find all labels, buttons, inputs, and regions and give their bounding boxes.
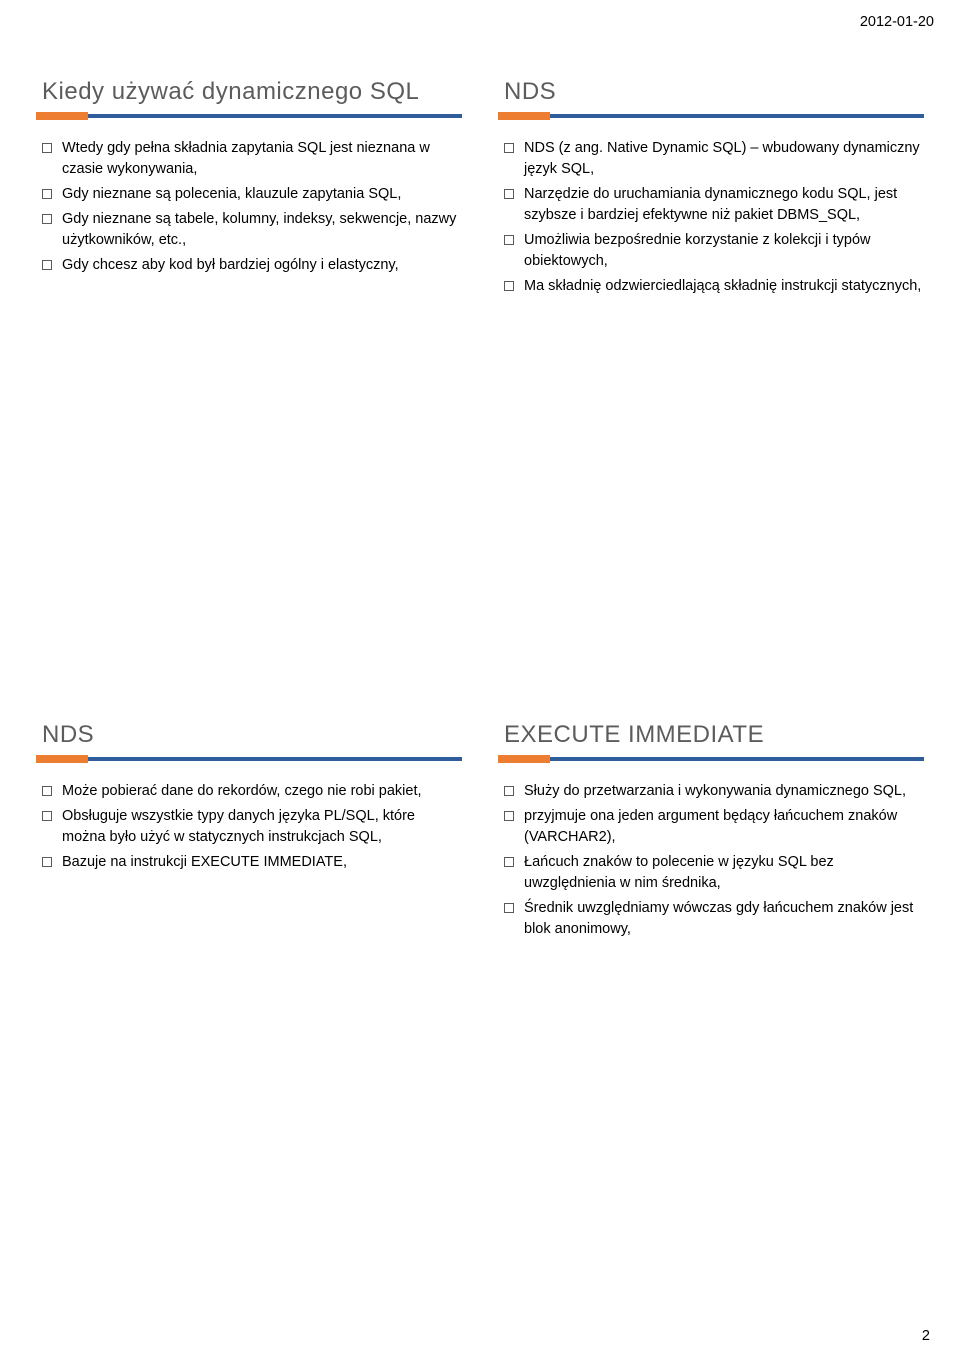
slide-4: EXECUTE IMMEDIATE Służy do przetwarzania… bbox=[498, 721, 924, 944]
slide-title: EXECUTE IMMEDIATE bbox=[498, 721, 924, 749]
title-rule bbox=[498, 112, 924, 120]
rule-orange bbox=[36, 112, 88, 120]
list-item: Bazuje na instrukcji EXECUTE IMMEDIATE, bbox=[42, 852, 462, 873]
list-item: Obsługuje wszystkie typy danych języka P… bbox=[42, 806, 462, 848]
list-item: Gdy chcesz aby kod był bardziej ogólny i… bbox=[42, 255, 462, 276]
rule-orange bbox=[498, 755, 550, 763]
list-item: NDS (z ang. Native Dynamic SQL) – wbudow… bbox=[504, 138, 924, 180]
list-item: przyjmuje ona jeden argument będący łańc… bbox=[504, 806, 924, 848]
page-number: 2 bbox=[922, 1328, 930, 1344]
list-item: Ma składnię odzwierciedlającą składnię i… bbox=[504, 276, 924, 297]
bullet-list: NDS (z ang. Native Dynamic SQL) – wbudow… bbox=[498, 138, 924, 297]
slide-3: NDS Może pobierać dane do rekordów, czeg… bbox=[36, 721, 462, 944]
title-rule bbox=[36, 755, 462, 763]
rule-blue bbox=[550, 757, 924, 761]
list-item: Narzędzie do uruchamiania dynamicznego k… bbox=[504, 184, 924, 226]
header-date: 2012-01-20 bbox=[860, 14, 934, 30]
list-item: Średnik uwzględniamy wówczas gdy łańcuch… bbox=[504, 898, 924, 940]
rule-orange bbox=[36, 755, 88, 763]
slide-title: Kiedy używać dynamicznego SQL bbox=[36, 78, 462, 106]
list-item: Gdy nieznane są tabele, kolumny, indeksy… bbox=[42, 209, 462, 251]
rule-orange bbox=[498, 112, 550, 120]
bullet-list: Może pobierać dane do rekordów, czego ni… bbox=[36, 781, 462, 873]
rule-blue bbox=[88, 114, 462, 118]
bullet-list: Wtedy gdy pełna składnia zapytania SQL j… bbox=[36, 138, 462, 276]
rule-blue bbox=[550, 114, 924, 118]
list-item: Gdy nieznane są polecenia, klauzule zapy… bbox=[42, 184, 462, 205]
list-item: Wtedy gdy pełna składnia zapytania SQL j… bbox=[42, 138, 462, 180]
list-item: Umożliwia bezpośrednie korzystanie z kol… bbox=[504, 230, 924, 272]
bullet-list: Służy do przetwarzania i wykonywania dyn… bbox=[498, 781, 924, 940]
slide-title: NDS bbox=[498, 78, 924, 106]
slide-1: Kiedy używać dynamicznego SQL Wtedy gdy … bbox=[36, 78, 462, 301]
list-item: Służy do przetwarzania i wykonywania dyn… bbox=[504, 781, 924, 802]
slide-2: NDS NDS (z ang. Native Dynamic SQL) – wb… bbox=[498, 78, 924, 301]
slides-grid: Kiedy używać dynamicznego SQL Wtedy gdy … bbox=[36, 78, 924, 944]
rule-blue bbox=[88, 757, 462, 761]
slide-title: NDS bbox=[36, 721, 462, 749]
title-rule bbox=[498, 755, 924, 763]
list-item: Może pobierać dane do rekordów, czego ni… bbox=[42, 781, 462, 802]
title-rule bbox=[36, 112, 462, 120]
list-item: Łańcuch znaków to polecenie w języku SQL… bbox=[504, 852, 924, 894]
